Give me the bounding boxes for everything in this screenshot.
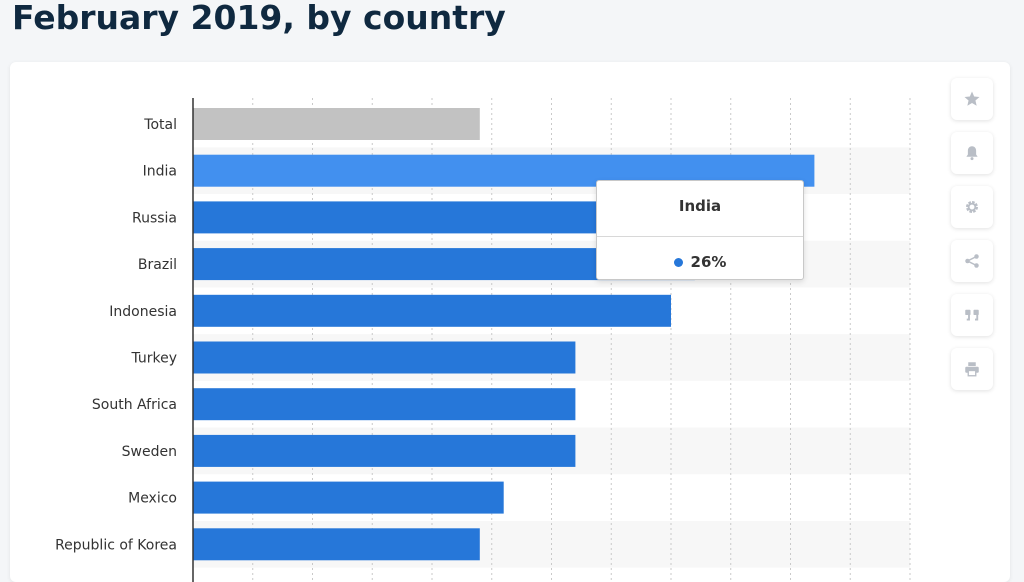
category-label: Indonesia <box>109 304 177 320</box>
share-button[interactable] <box>951 240 993 282</box>
cite-button[interactable] <box>951 294 993 336</box>
bar-total[interactable] <box>193 108 480 140</box>
category-label: Russia <box>132 210 177 226</box>
bar-mexico[interactable] <box>193 481 504 514</box>
bar-south-africa[interactable] <box>193 388 576 421</box>
category-label: India <box>143 164 177 180</box>
print-icon <box>965 362 979 377</box>
tooltip-value: 26% <box>690 253 727 271</box>
category-label: Total <box>143 117 177 133</box>
chart-tooltip: India 26% <box>596 180 804 280</box>
bar-indonesia[interactable] <box>193 294 671 327</box>
settings-button[interactable] <box>951 186 993 228</box>
tooltip-title: India <box>678 197 722 215</box>
tooltip-divider <box>597 236 803 237</box>
notification-button[interactable] <box>951 132 993 174</box>
category-label: Brazil <box>138 257 177 273</box>
category-label: Turkey <box>130 351 177 367</box>
bar-chart: Total India Russia Brazil Indonesia Turkey Sou… <box>55 98 911 582</box>
category-label: Sweden <box>122 444 177 460</box>
bar-republic-of-korea[interactable] <box>193 528 480 561</box>
page-title: February 2019, by country <box>12 0 506 37</box>
favorite-button[interactable] <box>951 78 993 120</box>
category-label: South Africa <box>92 397 177 413</box>
category-label: Republic of Korea <box>55 537 177 553</box>
star-icon <box>964 91 980 106</box>
bar-turkey[interactable] <box>193 341 576 374</box>
bell-icon <box>966 146 978 161</box>
chart-card: Total India Russia Brazil Indonesia Turkey Sou… <box>10 62 1010 582</box>
tooltip-value-row: 26% <box>597 253 803 271</box>
gear-icon <box>966 201 978 213</box>
bar-sweden[interactable] <box>193 434 576 467</box>
quote-icon <box>965 309 979 321</box>
print-button[interactable] <box>951 348 993 390</box>
category-label: Mexico <box>128 491 177 507</box>
tooltip-series-dot <box>673 257 683 267</box>
share-icon <box>965 254 979 268</box>
